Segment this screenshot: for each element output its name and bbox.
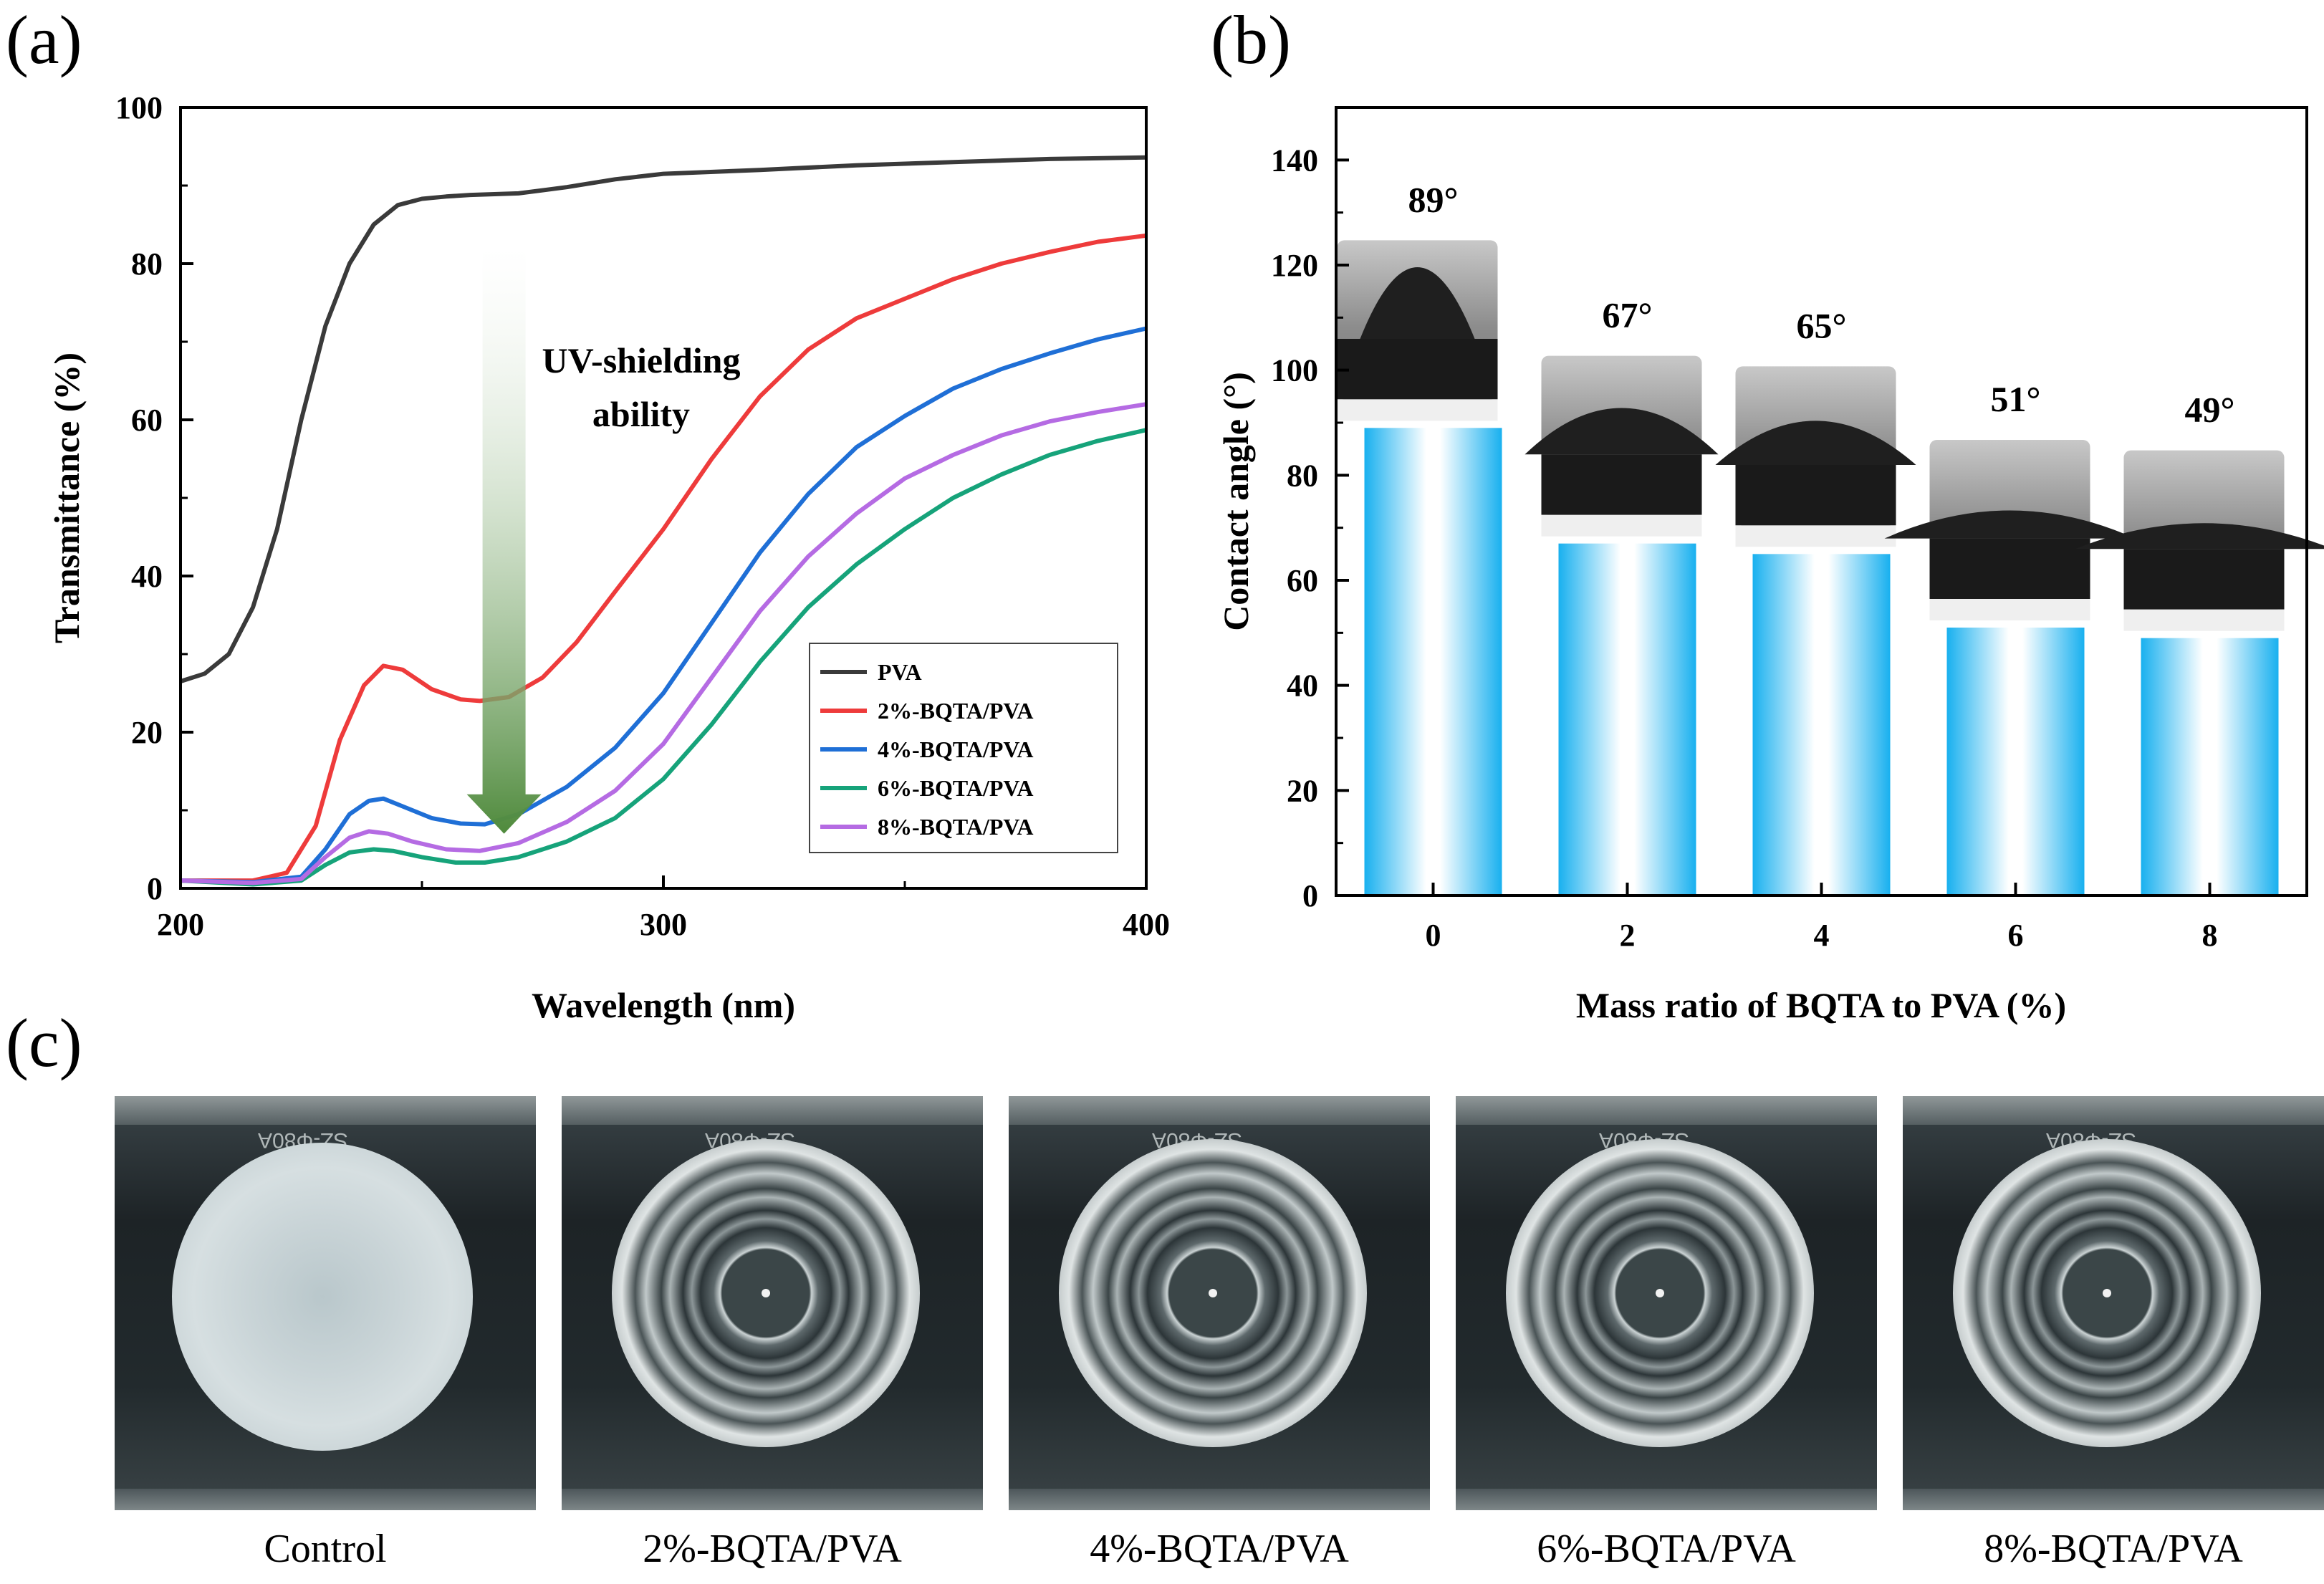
y-tick-label-b: 140 <box>1271 143 1318 178</box>
x-tick-label-a: 400 <box>1123 907 1170 942</box>
caption-2-bqta: 2%-BQTA/PVA <box>643 1527 902 1571</box>
legend-label: 2%-BQTA/PVA <box>878 698 1034 724</box>
transmittance-chart: UV-shielding ability 200 300 400 0 20 40 60 80 1… <box>47 90 1170 1025</box>
photo-4-bqta: SZ-Φ80A <box>1009 1096 1430 1510</box>
inset-substrate <box>2123 549 2285 610</box>
y-tick-label-b: 0 <box>1302 878 1318 913</box>
droplet-inset-2 <box>1524 355 1719 537</box>
inset-substrate <box>1541 454 1702 515</box>
droplet <box>1524 408 1719 455</box>
annotation-line1: UV-shielding <box>542 340 741 380</box>
caption-8-bqta: 8%-BQTA/PVA <box>1984 1527 2243 1571</box>
y-tick-label-b: 100 <box>1271 353 1318 388</box>
photo-control: SZ-Φ80A <box>115 1096 536 1510</box>
film-photos: SZ-Φ80A Control SZ-Φ80A 2%-BQTA/PVA SZ-Φ… <box>115 1096 2324 1583</box>
y-tick-label-a: 20 <box>131 715 163 750</box>
bar-2 <box>1558 543 1696 896</box>
panel-label-b: (b) <box>1211 1 1291 78</box>
bar-6 <box>1946 628 2085 896</box>
y-tick-label-a: 60 <box>131 403 163 438</box>
opaque-film <box>172 1143 473 1451</box>
caption-4-bqta: 4%-BQTA/PVA <box>1090 1527 1349 1571</box>
y-axis-title-a: Transmittance (%) <box>47 352 87 643</box>
y-tick-label-b: 20 <box>1287 773 1318 808</box>
y-axis-title-b: Contact angle (°) <box>1216 372 1256 631</box>
photo-6-bqta: SZ-Φ80A <box>1456 1096 1877 1510</box>
legend-label: 6%-BQTA/PVA <box>878 775 1034 801</box>
data-label-0: 89° <box>1408 179 1459 219</box>
y-tick-label-b: 80 <box>1287 458 1318 493</box>
panel-label-c: (c) <box>6 1004 82 1081</box>
y-tick-label-b: 40 <box>1287 668 1318 704</box>
arrow-shape <box>466 248 542 834</box>
x-tick-label-b: 6 <box>2008 918 2024 953</box>
inset-reflection <box>1541 514 1702 537</box>
droplet <box>2075 523 2324 549</box>
series-line-3 <box>180 428 1147 887</box>
photo-8-bqta: SZ-Φ80A <box>1903 1096 2324 1510</box>
x-tick-label-b: 4 <box>1814 918 1830 953</box>
bar-4 <box>1752 554 1891 896</box>
series-line-0 <box>180 155 1147 683</box>
data-label-4: 65° <box>1797 305 1847 345</box>
panel-label-a: (a) <box>6 1 82 78</box>
droplet <box>1715 421 1916 465</box>
inset-substrate <box>1929 538 2090 599</box>
y-tick-label-b: 120 <box>1271 248 1318 283</box>
legend-label: 8%-BQTA/PVA <box>878 814 1034 840</box>
legend-label: 4%-BQTA/PVA <box>878 736 1034 762</box>
bar-0 <box>1364 428 1502 896</box>
x-tick-label-a: 300 <box>640 907 687 942</box>
inset-reflection <box>1735 525 1896 547</box>
data-label-2: 67° <box>1603 295 1653 335</box>
x-tick-label-b: 2 <box>1620 918 1636 953</box>
inset-reflection <box>1337 399 1498 421</box>
bar-8 <box>2141 638 2279 896</box>
data-label-6: 51° <box>1991 379 2041 419</box>
caption-6-bqta: 6%-BQTA/PVA <box>1537 1527 1796 1571</box>
legend-a: PVA 2%-BQTA/PVA 4%-BQTA/PVA 6%-BQTA/PVA 8%-B… <box>809 643 1118 853</box>
y-tick-label-a: 80 <box>131 246 163 282</box>
y-tick-label-a: 0 <box>147 871 163 906</box>
series-line-1 <box>181 233 1147 883</box>
series-line-4 <box>180 402 1147 885</box>
droplet-inset-0 <box>1337 240 1498 421</box>
droplet-inset-6 <box>1884 440 2136 620</box>
droplet-inset-8 <box>2075 450 2324 631</box>
y-tick-label-a: 100 <box>115 90 163 125</box>
x-tick-label-b: 0 <box>1426 918 1441 953</box>
inset-reflection <box>1929 599 2090 620</box>
inset-substrate <box>1735 464 1896 526</box>
legend-label: PVA <box>878 659 922 685</box>
uv-shielding-arrow <box>466 248 542 834</box>
annotation-line2: ability <box>592 394 690 434</box>
caption-control: Control <box>264 1527 387 1571</box>
inset-substrate <box>1337 338 1498 400</box>
y-tick-label-b: 60 <box>1287 563 1318 598</box>
x-axis-title-b: Mass ratio of BQTA to PVA (%) <box>1576 985 2066 1025</box>
photo-2-bqta: SZ-Φ80A <box>562 1096 983 1510</box>
x-axis-title-a: Wavelength (nm) <box>532 985 795 1025</box>
droplet <box>1360 267 1475 339</box>
droplet <box>1884 510 2136 539</box>
inset-reflection <box>2123 609 2285 631</box>
x-tick-label-a: 200 <box>157 907 204 942</box>
data-label-8: 49° <box>2185 390 2235 430</box>
x-tick-label-b: 8 <box>2202 918 2218 953</box>
droplet-inset-4 <box>1715 366 1916 547</box>
y-tick-label-a: 40 <box>131 559 163 594</box>
series-line-2 <box>180 326 1147 885</box>
